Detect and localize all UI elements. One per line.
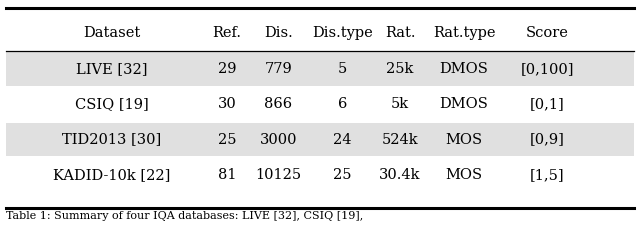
Text: Dis.: Dis.	[264, 26, 292, 40]
Text: 30.4k: 30.4k	[380, 168, 420, 182]
Text: 5: 5	[338, 62, 347, 76]
Text: 30: 30	[218, 97, 237, 111]
Text: 29: 29	[218, 62, 236, 76]
Text: Ref.: Ref.	[212, 26, 242, 40]
Text: MOS: MOS	[445, 133, 483, 147]
Text: 5k: 5k	[391, 97, 409, 111]
Text: 524k: 524k	[381, 133, 419, 147]
Text: 24: 24	[333, 133, 351, 147]
Text: 10125: 10125	[255, 168, 301, 182]
Text: 6: 6	[338, 97, 347, 111]
Text: Rat.: Rat.	[385, 26, 415, 40]
Text: Dataset: Dataset	[83, 26, 141, 40]
Text: 3000: 3000	[260, 133, 297, 147]
Text: CSIQ [19]: CSIQ [19]	[75, 97, 149, 111]
Text: DMOS: DMOS	[440, 97, 488, 111]
Text: [0,1]: [0,1]	[530, 97, 564, 111]
Text: KADID-10k [22]: KADID-10k [22]	[53, 168, 171, 182]
Text: 866: 866	[264, 97, 292, 111]
Text: [1,5]: [1,5]	[530, 168, 564, 182]
Text: DMOS: DMOS	[440, 62, 488, 76]
Bar	[6, 123, 634, 156]
Text: 25: 25	[218, 133, 236, 147]
Text: MOS: MOS	[445, 168, 483, 182]
Text: 25: 25	[333, 168, 351, 182]
Text: [0,9]: [0,9]	[530, 133, 564, 147]
Bar	[6, 52, 634, 86]
Text: 81: 81	[218, 168, 236, 182]
Text: Table 1: Summary of four IQA databases: LIVE [32], CSIQ [19],: Table 1: Summary of four IQA databases: …	[6, 211, 364, 221]
Text: [0,100]: [0,100]	[520, 62, 574, 76]
Text: 25k: 25k	[387, 62, 413, 76]
Text: LIVE [32]: LIVE [32]	[76, 62, 148, 76]
Text: Rat.type: Rat.type	[433, 26, 495, 40]
Text: TID2013 [30]: TID2013 [30]	[62, 133, 162, 147]
Text: Score: Score	[526, 26, 568, 40]
Text: 779: 779	[264, 62, 292, 76]
Text: Dis.type: Dis.type	[312, 26, 372, 40]
